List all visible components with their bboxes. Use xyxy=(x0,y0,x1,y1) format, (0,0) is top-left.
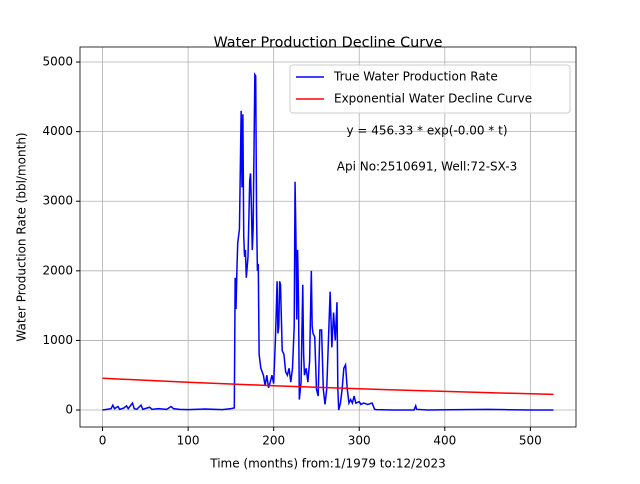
legend-label: Exponential Water Decline Curve xyxy=(334,92,532,106)
y-axis-label: Water Production Rate (bbl/month) xyxy=(15,132,29,341)
legend-label: True Water Production Rate xyxy=(333,70,498,84)
x-tick-label: 400 xyxy=(433,434,456,448)
line-series xyxy=(102,71,554,411)
x-tick-label: 0 xyxy=(99,434,107,448)
y-tick-label: 0 xyxy=(65,403,73,417)
x-tick-label: 200 xyxy=(262,434,285,448)
x-tick-label: 500 xyxy=(519,434,542,448)
plot-frame xyxy=(79,46,577,428)
y-tick-label: 1000 xyxy=(42,333,73,347)
legend-box xyxy=(289,64,571,114)
annotation: Api No:2510691, Well:72-SX-3 xyxy=(337,160,517,174)
y-tick-label: 3000 xyxy=(42,194,73,208)
y-tick-label: 2000 xyxy=(42,263,73,277)
x-tick-label: 100 xyxy=(177,434,200,448)
y-tick-label: 5000 xyxy=(42,55,73,69)
y-tick-label: 4000 xyxy=(42,124,73,138)
annotation: y = 456.33 * exp(-0.00 * t) xyxy=(346,124,507,138)
chart-title: Water Production Decline Curve xyxy=(213,35,442,51)
x-tick-label: 300 xyxy=(348,434,371,448)
line-series xyxy=(102,377,554,396)
x-axis-label: Time (months) from:1/1979 to:12/2023 xyxy=(209,457,446,471)
